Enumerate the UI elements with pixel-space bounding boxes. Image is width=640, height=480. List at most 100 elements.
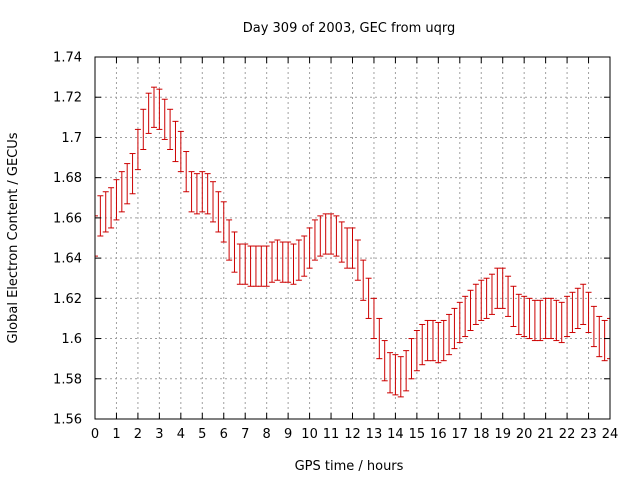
error-bar-point xyxy=(435,321,442,364)
x-tick-label: 5 xyxy=(198,427,206,442)
error-bar-point xyxy=(344,227,351,269)
axis-ticks xyxy=(94,56,611,420)
error-bar-series xyxy=(94,86,611,398)
error-bar-point xyxy=(456,301,463,344)
x-tick-label: 2 xyxy=(134,427,142,442)
y-tick-label: 1.58 xyxy=(53,372,82,387)
y-tick-label: 1.64 xyxy=(53,252,82,267)
y-tick-label: 1.62 xyxy=(53,292,82,307)
error-bar-point xyxy=(349,227,356,269)
x-axis-label: GPS time / hours xyxy=(295,459,404,474)
error-bar-point xyxy=(376,317,383,360)
error-bar-point xyxy=(526,297,533,340)
x-tick-label: 24 xyxy=(602,427,619,442)
error-bar-point xyxy=(397,356,404,398)
error-bar-point xyxy=(317,215,324,257)
error-bar-point xyxy=(360,259,367,301)
error-bar-point xyxy=(306,227,313,269)
error-bar-point xyxy=(199,171,206,213)
error-bar-point xyxy=(215,191,222,233)
error-bar-point xyxy=(183,151,190,193)
error-bar-point xyxy=(151,86,158,128)
error-bar-point xyxy=(295,239,302,281)
error-bar-point xyxy=(521,295,528,338)
x-tick-label: 6 xyxy=(220,427,228,442)
error-bar-point xyxy=(505,275,512,317)
x-tick-label: 22 xyxy=(559,427,576,442)
y-tick-label: 1.56 xyxy=(53,413,82,428)
x-tick-label: 17 xyxy=(452,427,469,442)
y-tick-label: 1.6 xyxy=(61,332,82,347)
error-bar-point xyxy=(478,279,485,321)
error-bar-point xyxy=(537,299,544,342)
error-bar-point xyxy=(118,171,125,213)
error-bar-point xyxy=(462,295,469,338)
error-bar-point xyxy=(124,163,131,205)
y-tick-label: 1.74 xyxy=(53,51,82,66)
x-tick-label: 9 xyxy=(284,427,292,442)
y-tick-label: 1.68 xyxy=(53,171,82,186)
x-tick-label: 20 xyxy=(516,427,533,442)
error-bar-point xyxy=(113,179,120,221)
chart-title: Day 309 of 2003, GEC from uqrg xyxy=(243,21,456,36)
error-bar-point xyxy=(242,243,249,285)
error-bar-point xyxy=(472,283,479,325)
y-tick-label: 1.66 xyxy=(53,211,82,226)
x-tick-label: 13 xyxy=(366,427,383,442)
error-bar-point xyxy=(387,352,394,394)
x-tick-label: 16 xyxy=(430,427,447,442)
error-bar-point xyxy=(193,173,200,215)
error-bar-point xyxy=(156,88,163,130)
error-bar-point xyxy=(161,98,168,140)
x-tick-label: 1 xyxy=(112,427,120,442)
x-tick-label: 15 xyxy=(409,427,426,442)
error-bar-point xyxy=(467,289,474,332)
error-bar-point xyxy=(269,241,276,283)
error-bar-point xyxy=(446,313,453,356)
x-tick-label: 19 xyxy=(494,427,511,442)
error-bar-point xyxy=(558,301,565,344)
error-bar-point xyxy=(172,120,179,163)
error-bar-point xyxy=(167,108,174,151)
error-bar-point xyxy=(542,297,549,340)
error-bar-point xyxy=(108,187,115,229)
error-bar-point xyxy=(515,293,522,336)
x-tick-label: 21 xyxy=(537,427,554,442)
error-bar-point xyxy=(134,128,141,171)
error-bar-point xyxy=(429,319,436,362)
error-bar-point xyxy=(145,92,152,134)
error-bar-point xyxy=(328,213,335,255)
error-bar-point xyxy=(274,239,281,281)
error-bar-point xyxy=(252,245,259,287)
error-bar-point xyxy=(488,273,495,315)
error-bar-point xyxy=(392,354,399,396)
y-tick-label: 1.72 xyxy=(53,91,82,106)
error-bar-point xyxy=(258,245,265,287)
error-bar-point xyxy=(590,305,597,348)
error-bar-point xyxy=(547,297,554,340)
error-bar-point xyxy=(494,267,501,309)
x-tick-label: 23 xyxy=(580,427,597,442)
error-bar-point xyxy=(354,239,361,281)
error-bar-point xyxy=(381,340,388,382)
x-tick-label: 8 xyxy=(263,427,271,442)
error-bar-point xyxy=(231,231,238,273)
error-bar-point xyxy=(188,171,195,213)
error-bar-point xyxy=(129,153,136,195)
x-tick-label: 0 xyxy=(91,427,99,442)
error-bar-point xyxy=(403,350,410,392)
error-bar-point xyxy=(510,285,517,327)
error-bar-point xyxy=(226,219,233,261)
error-bar-point xyxy=(263,245,270,287)
error-bar-point xyxy=(413,330,420,372)
error-bar-point xyxy=(177,130,184,173)
error-bar-point xyxy=(451,307,458,350)
x-tick-label: 18 xyxy=(473,427,490,442)
error-bar-point xyxy=(424,319,431,362)
error-bar-point xyxy=(204,173,211,215)
x-tick-label: 10 xyxy=(301,427,318,442)
y-tick-label: 1.7 xyxy=(61,131,82,146)
error-bar-point xyxy=(97,195,104,237)
error-bar-point xyxy=(499,267,506,309)
